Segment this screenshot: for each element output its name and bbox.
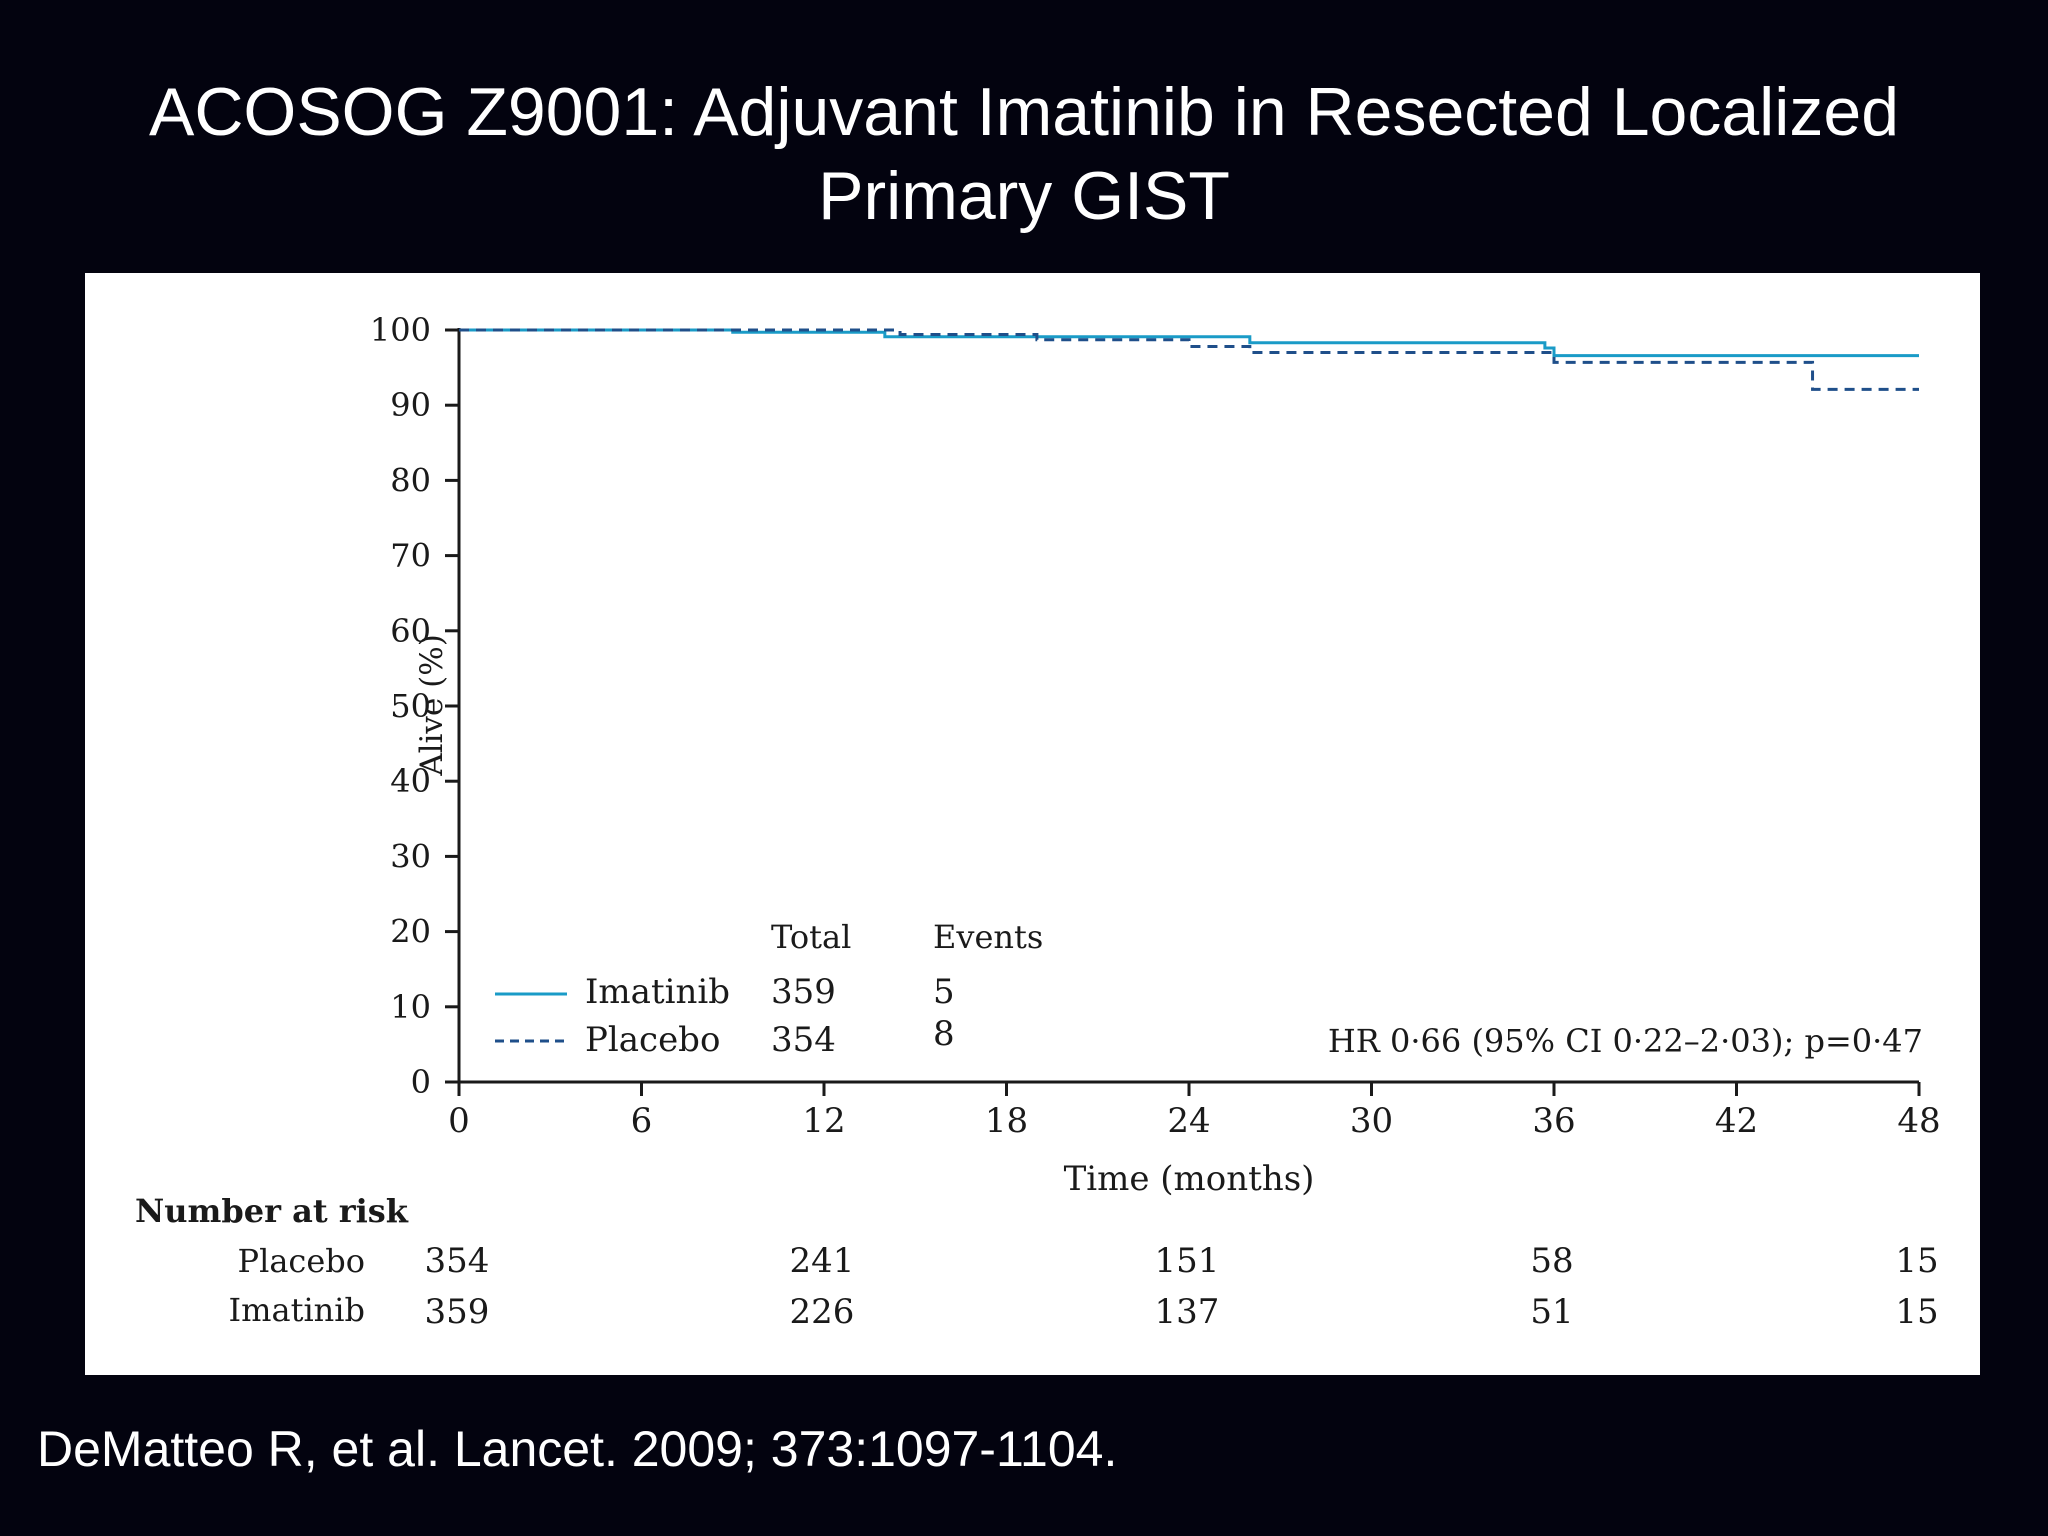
y-tick-label: 80 — [390, 461, 431, 499]
y-tick-label: 40 — [390, 762, 431, 800]
x-tick-label: 18 — [985, 1101, 1028, 1141]
legend-events-header: Events — [933, 918, 1043, 956]
legend-placebo-total: 354 — [771, 1020, 836, 1060]
legend-placebo-events: 8 — [933, 1014, 955, 1054]
y-tick-label: 30 — [390, 837, 431, 875]
slide-title-line-1: ACOSOG Z9001: Adjuvant Imatinib in Resec… — [148, 74, 1900, 150]
risk-value-imatinib: 15 — [1895, 1292, 1938, 1332]
risk-row-label-imatinib: Imatinib — [229, 1291, 365, 1329]
legend: Total Events Imatinib 359 5 Placebo 354 … — [495, 918, 1043, 1060]
x-tick-label: 24 — [1167, 1101, 1210, 1141]
y-tick-label: 100 — [370, 311, 431, 349]
y-tick-label: 20 — [390, 913, 431, 951]
x-tick-label: 30 — [1350, 1101, 1393, 1141]
y-tick-label: 70 — [390, 537, 431, 575]
y-tick-label: 10 — [390, 988, 431, 1026]
legend-imatinib-total: 359 — [771, 972, 836, 1012]
legend-placebo-label: Placebo — [585, 1020, 720, 1060]
risk-value-placebo: 58 — [1530, 1241, 1573, 1281]
slide-title-line-2: Primary GIST — [818, 158, 1230, 234]
x-tick-label: 0 — [448, 1101, 470, 1141]
risk-table-title: Number at risk — [135, 1192, 409, 1230]
risk-value-imatinib: 359 — [425, 1292, 490, 1332]
risk-row-label-placebo: Placebo — [238, 1242, 365, 1280]
x-tick-label: 48 — [1897, 1101, 1940, 1141]
y-tick-label: 50 — [390, 687, 431, 725]
risk-table: Number at risk Placebo Imatinib 354 241 15… — [135, 1192, 1939, 1332]
slide-title: ACOSOG Z9001: Adjuvant Imatinib in Resec… — [0, 70, 2048, 238]
risk-value-placebo: 15 — [1895, 1241, 1938, 1281]
survival-curves — [459, 328, 1919, 391]
risk-value-imatinib: 137 — [1155, 1292, 1220, 1332]
curve-placebo — [459, 328, 1919, 391]
legend-total-header: Total — [771, 918, 851, 956]
risk-value-imatinib: 51 — [1530, 1292, 1573, 1332]
risk-values: 354 241 151 58 15 359 226 137 51 15 — [425, 1241, 1939, 1332]
risk-value-imatinib: 226 — [790, 1292, 855, 1332]
x-tick-label: 6 — [631, 1101, 653, 1141]
legend-imatinib-events: 5 — [933, 972, 955, 1012]
y-tick-label: 0 — [411, 1063, 431, 1101]
risk-value-placebo: 241 — [790, 1241, 855, 1281]
y-axis-label: Alive (%) — [414, 634, 450, 777]
y-tick-label: 90 — [390, 386, 431, 424]
x-tick-label: 12 — [802, 1101, 845, 1141]
y-tick-label: 60 — [390, 612, 431, 650]
legend-imatinib-label: Imatinib — [585, 972, 730, 1012]
x-axis-label: Time (months) — [1064, 1159, 1315, 1199]
risk-value-placebo: 354 — [425, 1241, 490, 1281]
figure-panel: 0 10 20 30 40 50 60 70 80 90 100 0 6 12 18 24 30 36 42 48 A… — [85, 273, 1980, 1375]
hazard-ratio-annotation: HR 0·66 (95% CI 0·22–2·03); p=0·47 — [1328, 1022, 1923, 1060]
x-tick-label: 36 — [1532, 1101, 1575, 1141]
kaplan-meier-chart: 0 10 20 30 40 50 60 70 80 90 100 0 6 12 18 24 30 36 42 48 A… — [135, 311, 1941, 1332]
curve-imatinib — [459, 328, 1919, 358]
x-tick-label: 42 — [1715, 1101, 1758, 1141]
risk-value-placebo: 151 — [1155, 1241, 1220, 1281]
citation: DeMatteo R, et al. Lancet. 2009; 373:109… — [37, 1421, 1118, 1477]
axes: 0 10 20 30 40 50 60 70 80 90 100 0 6 12 18 24 30 36 42 48 — [370, 311, 1941, 1141]
